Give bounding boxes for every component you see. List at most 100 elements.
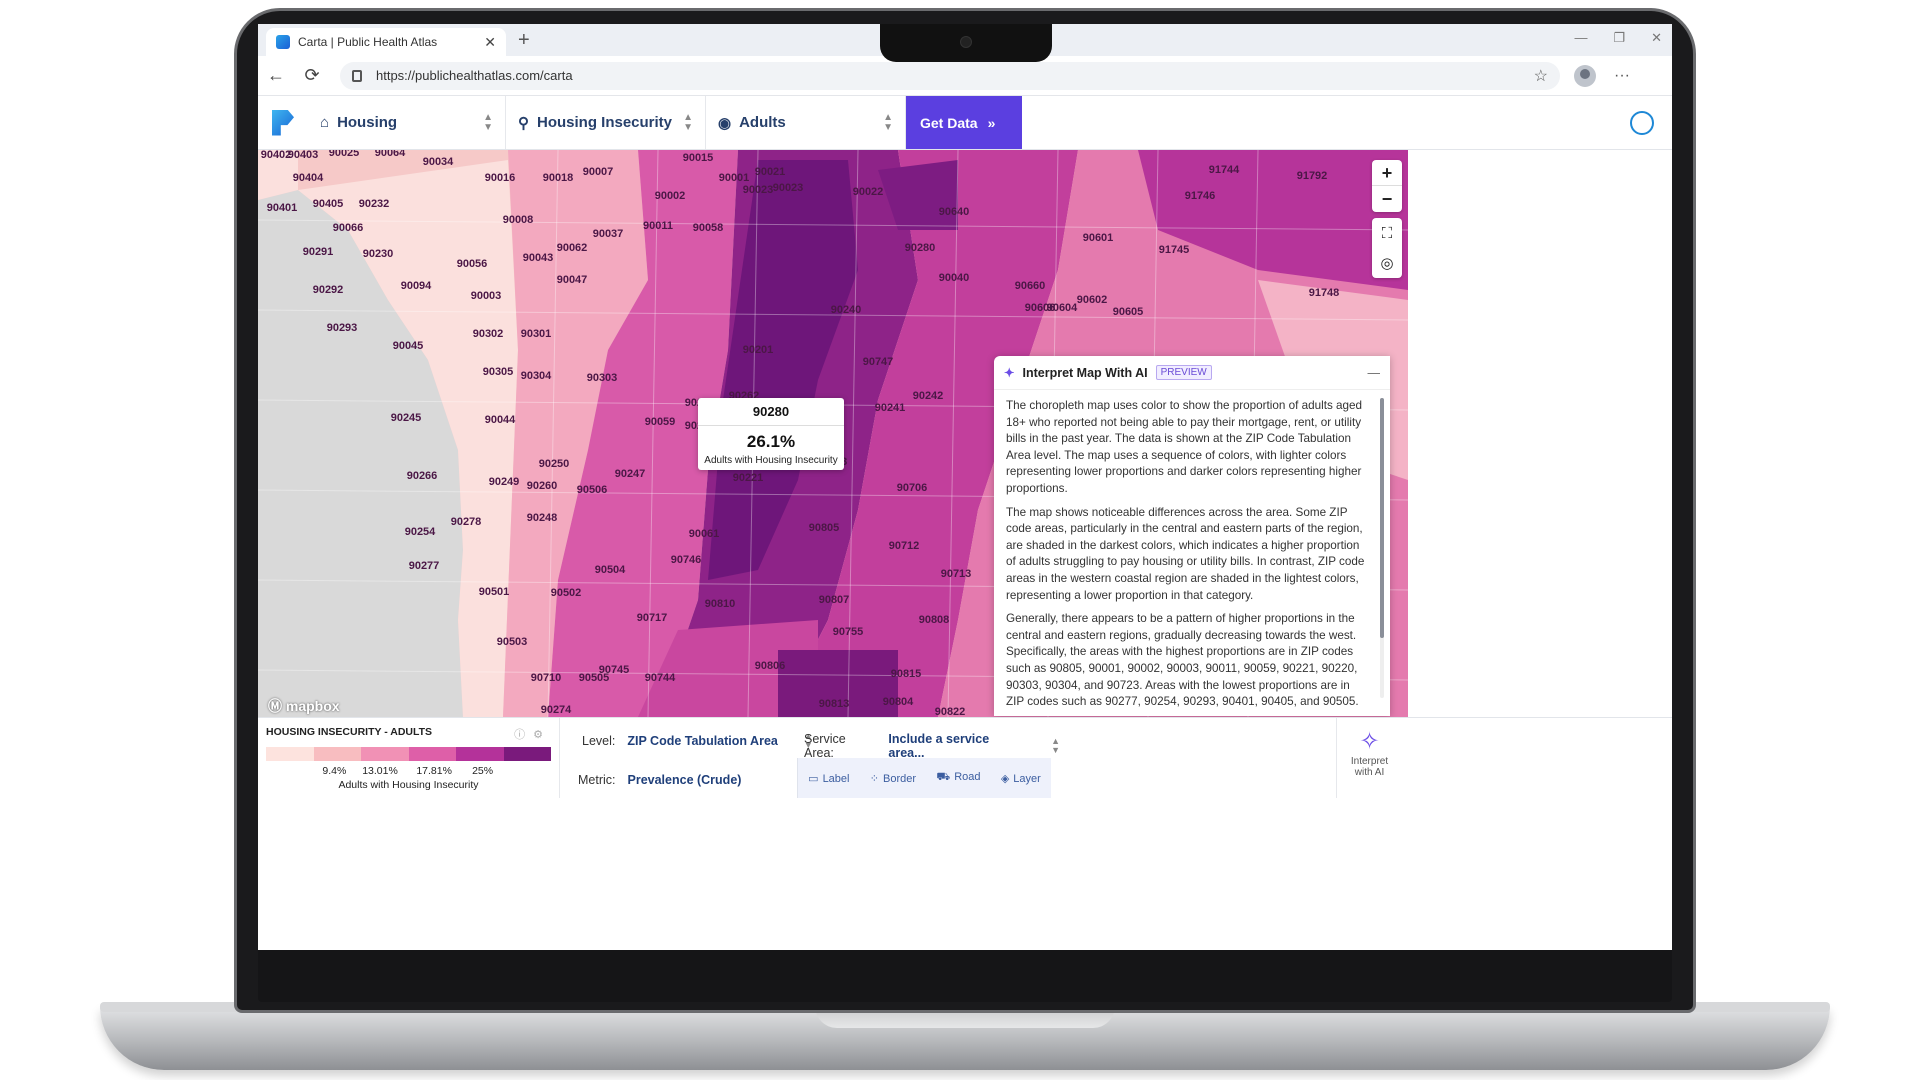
ai-interpret-panel: ✦ Interpret Map With AI PREVIEW — The ch… [994,356,1390,716]
zip-label: 90304 [520,370,552,382]
zip-label: 90506 [576,484,608,496]
zip-label: 90746 [670,554,702,566]
info-icon[interactable]: ⓘ [514,729,534,741]
interpret-with-ai-button[interactable]: ✧ Interpret with AI [1336,718,1402,798]
minimize-panel-icon[interactable]: — [1367,365,1381,380]
zip-label: 90744 [644,672,676,684]
ai-panel-header: ✦ Interpret Map With AI PREVIEW — [994,356,1390,390]
url-field[interactable]: https://publichealthatlas.com/carta ☆ [340,61,1560,90]
zip-label: 90232 [358,198,390,210]
road-toggle[interactable]: ⛟ Road [936,771,981,783]
zip-label: 90293 [326,322,358,334]
zip-label: 90712 [888,540,920,552]
level-label: Level: [582,734,616,748]
zip-label: 91748 [1308,287,1340,299]
zip-label: 90405 [312,198,344,210]
more-menu-icon[interactable]: ··· [1614,66,1630,84]
app-header: ⌂ Housing ▲ ▼ ⚲ Housing Insecurity ▲ ▼ ◉ A… [258,96,1672,150]
legend-swatch [503,747,551,761]
zip-label: 90401 [266,202,298,214]
fullscreen-icon[interactable]: ⛶ [1381,224,1393,242]
zip-label: 90601 [1082,232,1114,244]
back-icon[interactable]: ← [267,65,285,85]
metric-label: Metric: [578,773,616,787]
road-icon: ⛟ [936,771,951,783]
app-logo[interactable] [258,96,308,149]
tooltip-value: 26.1% [746,432,796,451]
zip-label: 90061 [688,528,720,540]
preview-badge: PREVIEW [1155,365,1212,380]
zip-label: 90008 [502,214,534,226]
zip-label: 90660 [1014,280,1046,292]
topic-select[interactable]: ⌂ Housing ▲ ▼ [308,96,506,149]
map-tools: ⛶ ◎ [1372,218,1402,278]
new-tab-icon[interactable]: + [518,29,530,51]
interpret-label: Interpret [1350,756,1389,767]
measure-label: Housing Insecurity [537,114,673,131]
legend-swatch [361,747,409,761]
bottom-bar: HOUSING INSECURITY - ADULTS ⓘ⚙ 9.4% 13.0… [258,717,1672,798]
tag-icon: ⌂ [320,114,330,131]
zoom-out-button[interactable]: − [1381,189,1393,209]
zip-label: 90260 [526,480,558,492]
zip-label: 90001 [718,172,750,184]
zip-label: 90605 [1112,306,1144,318]
reload-icon[interactable]: ⟳ [304,65,320,85]
close-window-icon[interactable]: ✕ [1651,30,1662,45]
close-tab-icon[interactable]: ✕ [484,33,496,50]
user-account-icon[interactable] [1612,96,1672,149]
restore-icon[interactable]: ❐ [1613,30,1626,45]
legend-ticks: 9.4% 13.01% 17.81% 25% [266,761,551,777]
browser-tab[interactable]: Carta | Public Health Atlas ✕ [266,28,506,56]
measure-select[interactable]: ⚲ Housing Insecurity ▲ ▼ [506,96,706,149]
settings-icon[interactable]: ⚙ [533,729,551,741]
zoom-in-button[interactable]: + [1372,160,1402,186]
zip-label: 90807 [818,594,850,606]
zip-label: 90037 [592,228,624,240]
zip-label: 90058 [692,222,724,234]
zip-label: 90059 [644,416,676,428]
zip-label: 91746 [1184,190,1216,202]
zip-label: 91745 [1158,244,1190,256]
profile-avatar[interactable] [1574,64,1596,87]
zip-label: 90254 [404,526,436,538]
ai-panel-scrollbar[interactable] [1380,398,1384,698]
label-toggle[interactable]: ▭ Label [808,772,850,785]
zip-label: 90277 [408,560,440,572]
zip-label: 90003 [470,290,502,302]
zip-label: 90502 [550,587,582,599]
zip-label: 90044 [484,414,516,426]
chevron-updown-icon: ▲▼ [883,111,893,133]
locate-icon[interactable]: ◎ [1380,255,1394,272]
bookmark-star-icon[interactable]: ☆ [1533,67,1548,85]
legend-color-ramp [266,747,551,761]
service-area-select[interactable]: Service Area: Include a service area... … [804,732,1060,760]
ai-paragraph: Generally, there appears to be a pattern… [1006,612,1359,709]
double-chevron-right-icon: » [987,114,996,131]
zip-label: 90302 [472,328,504,340]
get-data-button[interactable]: Get Data » [906,96,1022,149]
minimize-icon[interactable]: — [1574,30,1588,45]
ai-paragraph: The choropleth map uses color to show th… [1006,399,1363,495]
zip-label: 90241 [874,402,906,414]
zip-label: 90403 [287,150,319,161]
zip-label: 90018 [542,172,574,184]
zip-label: 90404 [292,172,324,184]
map-settings: Level: ZIP Code Tabulation Area ▲ ▼ Servi… [560,718,1060,798]
zip-label: 90815 [890,668,922,680]
zip-label: 90023 [772,182,804,194]
border-toggle[interactable]: ⁘ Border [869,772,917,785]
zip-label: 90810 [704,598,736,610]
population-select[interactable]: ◉ Adults ▲ ▼ [706,96,906,149]
zip-label: 90066 [332,222,364,234]
level-select[interactable]: Level: ZIP Code Tabulation Area ▲ ▼ [582,732,813,750]
zip-label: 90274 [540,704,572,716]
layer-toggle[interactable]: ◈ Layer [1000,772,1041,785]
mapbox-attribution[interactable]: Ⓜ mapbox [268,698,340,714]
zip-label: 90240 [830,304,862,316]
tab-title: Carta | Public Health Atlas [298,35,438,49]
legend-tools: ⓘ⚙ [514,726,551,742]
service-area-label: Service Area: [804,732,846,760]
zip-label: 90015 [682,152,714,164]
zip-label: 90402 [260,150,292,161]
